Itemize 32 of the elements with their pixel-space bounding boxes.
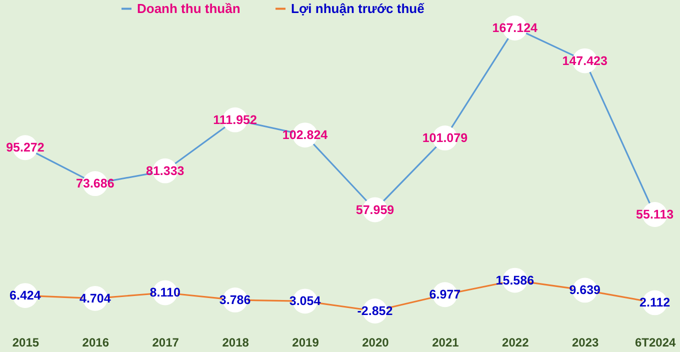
data-label: 15.586 — [496, 273, 534, 288]
data-label: 102.824 — [282, 128, 328, 142]
x-tick-label: 2020 — [362, 336, 390, 350]
x-tick-label: 2021 — [432, 336, 460, 350]
data-label: 6.424 — [10, 288, 41, 303]
x-tick-label: 2016 — [82, 336, 110, 350]
data-label: 6.977 — [429, 288, 461, 302]
data-label: 8.110 — [150, 286, 180, 300]
data-label: 2.112 — [640, 296, 670, 310]
x-tick-label: 2017 — [152, 336, 180, 350]
x-tick-label: 2022 — [502, 336, 530, 350]
data-label: 4.704 — [80, 291, 111, 306]
data-label: -2.852 — [357, 304, 393, 318]
data-label: 57.959 — [356, 202, 394, 217]
data-label: 101.079 — [422, 130, 468, 145]
data-label: 55.113 — [636, 207, 674, 222]
legend-label: Lợi nhuận trước thuế — [291, 0, 426, 16]
data-label: 111.952 — [213, 112, 258, 127]
data-label: 147.423 — [562, 54, 608, 68]
x-tick-label: 2023 — [572, 336, 600, 350]
data-label: 3.054 — [289, 294, 321, 308]
data-label: 3.786 — [219, 292, 251, 307]
data-label: 95.272 — [6, 140, 44, 155]
x-tick-label: 2015 — [12, 336, 40, 350]
data-label: 81.333 — [146, 164, 184, 178]
legend-label: Doanh thu thuần — [137, 0, 240, 16]
data-label: 167.124 — [492, 21, 538, 35]
data-label: 73.686 — [76, 176, 114, 191]
x-tick-label: 2018 — [222, 336, 250, 350]
x-tick-label: 6T2024 — [634, 336, 676, 350]
data-label: 9.639 — [569, 283, 601, 298]
x-tick-label: 2019 — [292, 336, 320, 350]
